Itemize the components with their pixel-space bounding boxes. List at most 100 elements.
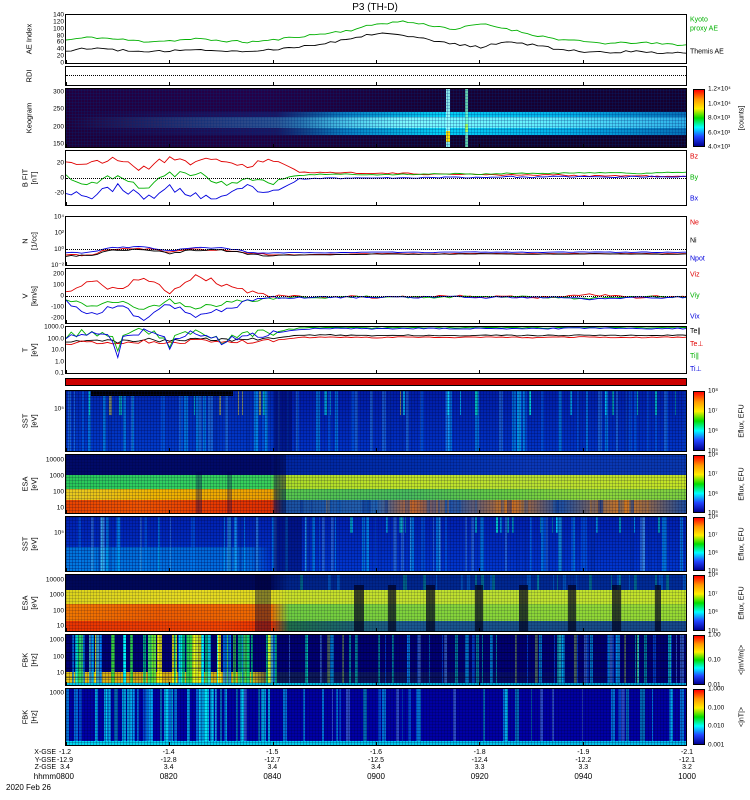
sst_ele-stripe <box>223 517 225 571</box>
axis-value: 3.2 <box>682 764 692 771</box>
sst_ele-stripe <box>420 517 425 571</box>
series-Bz <box>66 156 686 178</box>
esa_ion-stripe <box>375 500 378 513</box>
sst_ion-stripe <box>411 391 414 451</box>
sst_ele-colorbar <box>693 517 705 571</box>
panel-sst_ion: 10⁵ SST [eV] 10⁸ 10⁷ 10⁶ 10⁵ Eflux, EFU <box>20 388 745 455</box>
velocity-xtick <box>376 320 377 323</box>
sst_ele-stripe <box>500 517 503 534</box>
sst_ele-stripe <box>529 517 532 571</box>
sst_ion-colorbar <box>693 391 705 451</box>
sst_ele-stripe <box>227 517 232 571</box>
esa_ion-stripe <box>456 500 462 513</box>
sst_ion-xtick <box>582 448 584 451</box>
axis-value: -1.2 <box>58 749 72 756</box>
fbk_e-stripe <box>289 635 291 683</box>
fbk_e-stripe <box>560 635 564 683</box>
fbk_e-stripe <box>198 635 202 683</box>
density-xtick <box>66 262 67 265</box>
esa_ion-stripe <box>629 500 635 513</box>
keogram-plot <box>66 89 686 147</box>
strip-xtick <box>376 82 377 85</box>
sst_ion-stripe <box>654 391 658 415</box>
esa_ion-stripe <box>475 500 477 513</box>
velocity-legend-Vix: Vix <box>690 313 700 321</box>
bfit-ytick: -20 <box>54 189 64 197</box>
temp-ytick: 10.0 <box>51 346 64 354</box>
fbk_e-stripe <box>384 635 387 683</box>
sst_ele-cbar-tick: 10⁷ <box>708 531 718 539</box>
fbk_e-stripe <box>429 635 431 683</box>
fbk_b-cbar-tick: 1.000 <box>708 685 725 693</box>
esa_ion-xtick <box>376 510 377 513</box>
sst_ele-stripe <box>439 517 441 571</box>
fbk_b-xtick <box>479 742 481 745</box>
esa_ele-stripe <box>665 575 670 590</box>
bfit-xtick <box>376 202 377 205</box>
ae-legend-Kyoto: Kyoto <box>690 16 708 24</box>
sst_ion-stripe <box>512 391 517 451</box>
sst_ele-band <box>66 546 686 571</box>
esa_ele-ytick: 10000 <box>45 576 64 584</box>
sst_ion-stripe <box>208 391 213 451</box>
sst_ele-stripe <box>633 517 635 534</box>
fbk_b-stripe <box>114 689 119 742</box>
temp-xtick <box>169 370 171 373</box>
sst_ele-stripe <box>366 517 370 571</box>
fbk_e-stripe <box>407 635 409 683</box>
esa_ele-overlay <box>475 585 483 631</box>
ae-legend-proxy AE: proxy AE <box>690 25 719 33</box>
sst_ion-stripe <box>294 391 297 451</box>
esa_ele-cbar-tick: 10⁸ <box>708 571 718 579</box>
sst_ele-stripe <box>233 517 237 571</box>
velocity-ytick: 0 <box>60 292 64 300</box>
fbk_e-stripe <box>341 635 345 683</box>
fbk_e-stripe <box>534 635 538 683</box>
sst_ele-xtick <box>686 568 687 571</box>
fbk_e-stripe <box>130 635 133 683</box>
sst_ele-xtick <box>66 568 67 571</box>
sst_ele-stripe <box>144 517 147 571</box>
sst_ele-stripe <box>233 517 237 571</box>
fbk_e-stripe <box>226 635 229 683</box>
sst_ele-stripe <box>312 517 315 571</box>
fbk_b-cbar-tick: 0.010 <box>708 722 725 730</box>
fbk_b-stripe <box>242 689 247 742</box>
esa_ion-stripe <box>590 500 593 513</box>
fbk_e-stripe <box>667 635 671 683</box>
sst_ele-stripe <box>98 517 101 571</box>
axis-value: 3.4 <box>163 764 174 771</box>
fbk_b-stripe <box>531 689 533 742</box>
sst_ion-stripe <box>626 391 629 451</box>
sst_ion-stripe <box>259 391 262 415</box>
esa_ele-stripe <box>589 575 593 590</box>
fbk_e-stripe <box>490 635 494 683</box>
esa_ele-overlay <box>568 585 576 631</box>
sst_ele-stripe <box>529 517 533 571</box>
esa_ele-stripe <box>328 575 331 590</box>
fbk_b-stripe <box>381 689 386 742</box>
axis-value: -1.5 <box>266 749 279 756</box>
fbk_e-stripe <box>538 635 542 683</box>
sst_ele-stripe <box>256 517 258 571</box>
esa_ion-stripe <box>436 500 438 513</box>
fbk_e-hline <box>66 668 686 670</box>
sst_ion-stripe <box>67 391 71 451</box>
fbk_e-stripe <box>204 635 209 683</box>
sst_ion-stripe <box>109 391 112 415</box>
esa_ele-ytick: 10 <box>56 622 64 630</box>
sst_ion-stripe <box>324 391 326 415</box>
sst_ele-stripe <box>432 517 434 571</box>
sst_ele-stripe <box>559 517 564 571</box>
sst_ion-cbar-tick: 10⁵ <box>708 447 718 455</box>
esa_ion-stripe <box>300 500 303 513</box>
sst_ion-stripe <box>246 391 249 451</box>
esa_ele-cbar-tick: 10⁵ <box>708 627 718 635</box>
sst_ele-stripe <box>319 517 321 571</box>
fbk_e-stripe <box>74 635 79 683</box>
sst_ele-stripe <box>506 517 510 534</box>
sst_ele-cbar-tick: 10⁶ <box>708 549 718 557</box>
sst_ion-stripe <box>203 391 207 451</box>
bfit-zero-line <box>66 178 686 179</box>
